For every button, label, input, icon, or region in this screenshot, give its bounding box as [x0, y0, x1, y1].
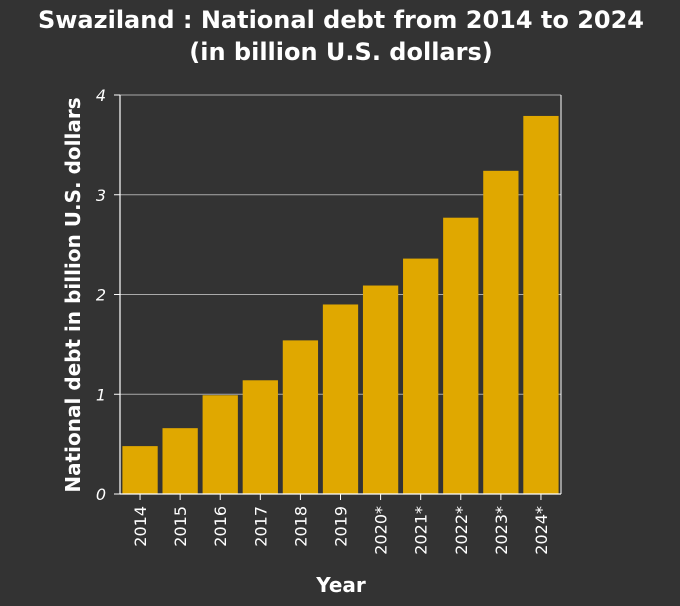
y-tick-label: 1 [96, 385, 106, 404]
chart-title-line1: Swaziland : National debt from 2014 to 2… [38, 6, 644, 34]
y-axis-title: National debt in billion U.S. dollars [61, 97, 85, 492]
bar-2016 [202, 395, 238, 494]
x-tick-label: 2016 [211, 506, 230, 547]
x-tick-label: 2020* [372, 506, 391, 555]
y-tick-label: 4 [96, 86, 106, 105]
bar-2021-projected [403, 258, 439, 494]
y-tick-label: 0 [96, 485, 106, 504]
x-tick-label: 2018 [291, 506, 310, 547]
x-tick-label: 2021* [412, 506, 431, 555]
bar-2017 [242, 380, 278, 494]
bars [122, 115, 559, 494]
bar-2023-projected [483, 170, 519, 494]
bar-2019 [322, 304, 359, 494]
x-tick-label: 2015 [171, 506, 190, 547]
y-tick-label: 2 [96, 286, 106, 305]
bar-2020-projected [362, 285, 399, 494]
x-ticks: 2014 2015 2016 2017 2018 2019 2020* 2021* 2022* 2… [131, 494, 551, 555]
x-tick-label: 2019 [332, 506, 351, 547]
bar-2015 [162, 428, 198, 494]
x-tick-label: 2023* [492, 506, 511, 555]
x-tick-label: 2022* [452, 506, 471, 555]
bar-2014 [122, 446, 158, 494]
x-axis-title: Year [315, 573, 366, 597]
x-tick-label: 2014 [131, 506, 150, 547]
y-ticks: 0 1 2 3 4 [96, 86, 120, 504]
bar-2022-projected [443, 217, 479, 494]
bar-2024-projected [523, 115, 559, 494]
x-tick-label: 2017 [251, 506, 270, 547]
bar-2018 [282, 340, 319, 494]
y-tick-label: 3 [96, 186, 106, 205]
chart-title-line2: (in billion U.S. dollars) [189, 38, 492, 66]
x-tick-label: 2024* [532, 506, 551, 555]
